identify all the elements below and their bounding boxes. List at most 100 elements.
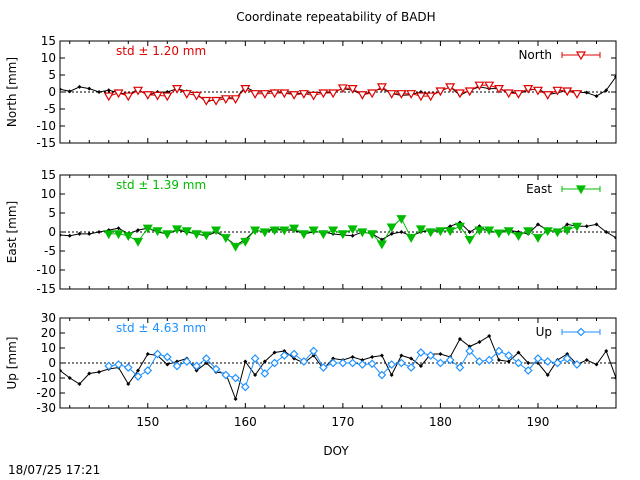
reference-point [67,89,72,94]
reference-point [604,88,609,93]
reference-point [370,355,375,359]
legend-label: East [526,182,552,196]
data-point [289,91,300,100]
plot-area [60,334,616,401]
data-point [318,230,329,240]
reference-point [594,362,599,367]
reference-point [477,340,482,344]
y-tick-label: 10 [41,51,56,65]
reference-point [292,356,297,361]
reference-point [535,222,540,227]
reference-point [350,355,355,359]
data-point [182,357,192,366]
data-point [514,358,523,368]
y-tick-label: -30 [36,401,56,415]
reference-point [584,358,589,362]
reference-point [165,362,170,367]
reference-point [535,361,540,365]
data-point [474,81,485,91]
reference-point [87,371,92,376]
data-point [454,222,465,232]
y-tick-label: 15 [41,34,56,48]
reference-point [506,359,511,364]
reference-point [467,344,472,349]
reference-point [438,352,443,356]
data-point [503,227,514,237]
reference-point [311,353,316,358]
legend: East [526,182,601,196]
data-point [347,225,358,235]
reference-point [496,358,501,362]
data-point [397,358,406,368]
data-point [503,89,514,99]
reference-point [399,230,404,234]
data-point [104,361,114,371]
data-point [523,366,533,375]
data-point [504,351,514,360]
reference-point [97,370,102,374]
y-tick-label: -20 [36,386,56,400]
data-point [240,85,251,94]
data-point [533,354,543,363]
data-point [142,91,153,100]
y-tick-label: -10 [36,371,56,385]
data-point [358,360,367,369]
plot-area [60,74,616,106]
plot-area [60,215,616,252]
data-point [532,234,543,243]
data-point [231,373,240,383]
reference-point [614,74,616,79]
data-point [435,227,446,237]
data-point [250,354,260,363]
reference-point [175,359,180,364]
x-tick-label: 150 [136,415,159,429]
reference-point [145,352,150,356]
reference-point [60,368,62,373]
data-point [279,89,290,99]
data-point [426,351,436,360]
timestamp: 18/07/25 17:21 [8,463,100,477]
data-point [445,355,455,365]
data-point [201,96,212,106]
data-point [211,364,221,374]
y-tick-label: -5 [44,244,56,258]
data-point [357,228,368,238]
data-point [425,92,436,102]
data-point [357,91,368,100]
data-point [113,89,124,99]
data-point [308,91,319,101]
reference-point [379,353,384,358]
reference-point [126,382,131,386]
data-point [298,90,309,99]
data-point [269,89,280,99]
data-point [338,358,348,368]
data-point [299,357,309,366]
data-point [133,372,143,381]
data-point [376,83,387,93]
data-point [152,227,163,237]
reference-point [516,350,521,355]
data-point [435,87,446,97]
reference-point [233,397,238,401]
data-point [298,230,309,240]
reference-point [60,87,62,92]
data-point [542,91,553,100]
data-point [523,85,534,94]
data-point [406,363,416,372]
data-point [162,92,173,102]
data-point [201,231,212,241]
data-point [465,346,475,356]
data-point [328,226,339,236]
data-point [240,382,250,392]
reference-point [360,358,365,362]
data-point [348,358,357,368]
data-point [181,90,192,99]
reference-line [60,335,616,401]
reference-point [409,356,414,361]
data-point [192,361,201,371]
y-tick-label: 10 [41,341,56,355]
data-point [260,369,270,378]
reference-point [604,349,609,353]
data-point [133,237,144,247]
